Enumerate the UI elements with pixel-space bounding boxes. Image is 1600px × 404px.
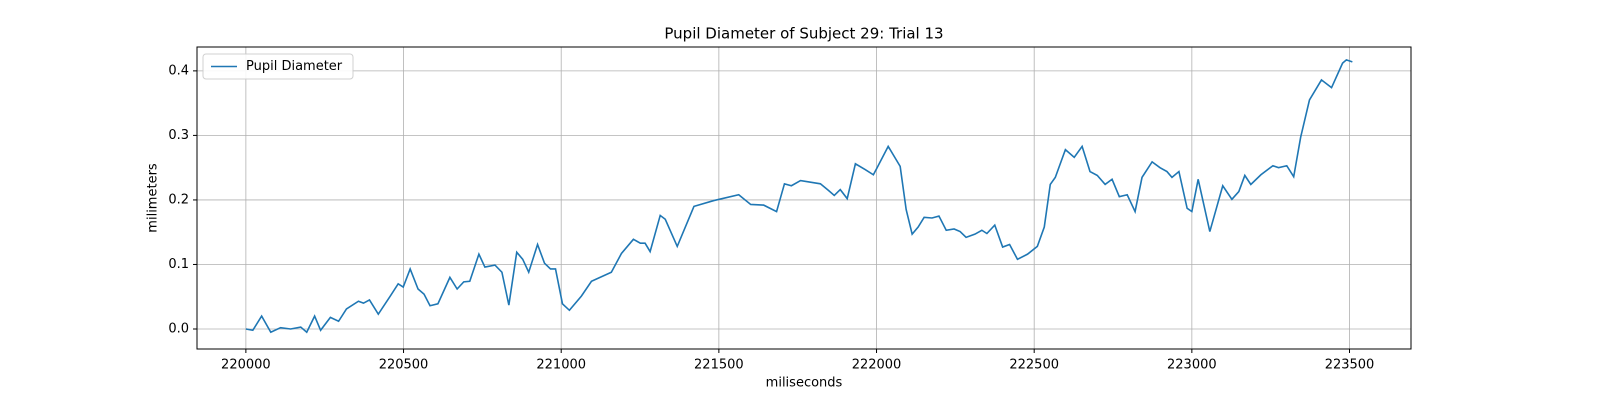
chart-title: Pupil Diameter of Subject 29: Trial 13 xyxy=(664,25,943,43)
x-tick-label: 220500 xyxy=(379,358,429,373)
y-tick-label: 0.0 xyxy=(168,321,189,336)
grid xyxy=(197,47,1411,349)
legend-label: Pupil Diameter xyxy=(246,59,343,74)
y-tick-label: 0.1 xyxy=(168,257,189,272)
legend-box xyxy=(202,53,354,80)
x-tick-label: 223500 xyxy=(1325,358,1375,373)
x-tick-label: 221500 xyxy=(694,358,744,373)
x-tick-label: 221000 xyxy=(536,358,586,373)
y-tick-label: 0.2 xyxy=(168,192,189,207)
axes-frame xyxy=(196,46,1412,350)
data-line xyxy=(245,59,1353,334)
x-tick-label: 222000 xyxy=(852,358,902,373)
x-tick-label: 220000 xyxy=(221,358,271,373)
x-axis-label: miliseconds xyxy=(766,376,843,391)
y-tick-label: 0.3 xyxy=(168,128,189,143)
x-tick-label: 222500 xyxy=(1009,358,1059,373)
legend: Pupil Diameter xyxy=(202,53,354,80)
y-tick-label: 0.4 xyxy=(168,63,189,78)
y-axis-label: milimeters xyxy=(146,163,161,233)
x-tick-label: 223000 xyxy=(1167,358,1217,373)
plot-area xyxy=(245,59,1353,334)
